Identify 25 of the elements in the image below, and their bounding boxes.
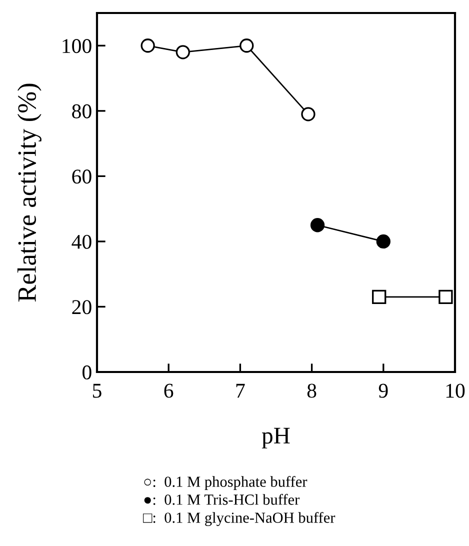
point <box>176 45 190 60</box>
text: ○: 0.1 M phosphate buffer <box>144 476 308 490</box>
x-tick-label: 6 <box>164 384 174 398</box>
x-tick-label: 8 <box>307 384 316 398</box>
y-tick-label: 0 <box>82 365 92 380</box>
y-axis-title: Relative activity (%) <box>17 84 42 302</box>
point <box>140 38 155 53</box>
y-tick-label: 80 <box>72 104 92 118</box>
point <box>438 290 453 304</box>
y-tick-label: 20 <box>72 300 92 314</box>
point <box>240 38 254 53</box>
text: ●: 0.1 M Tris-HCl buffer <box>144 494 300 505</box>
x-tick-label: 10 <box>446 384 465 398</box>
point <box>310 218 325 232</box>
x-tick-label: 9 <box>378 384 388 398</box>
text: □: 0.1 M glycine-NaOH buffer <box>143 512 336 526</box>
x-axis-title: pH <box>262 428 290 448</box>
x-tick-label: 7 <box>236 384 245 398</box>
y-tick-label: 40 <box>72 234 92 249</box>
y-tick-label: 100 <box>62 39 92 54</box>
x-tick-label: 5 <box>93 384 102 398</box>
y-tick-label: 60 <box>72 170 92 184</box>
point <box>301 107 316 122</box>
point <box>372 290 386 304</box>
point <box>376 234 390 249</box>
